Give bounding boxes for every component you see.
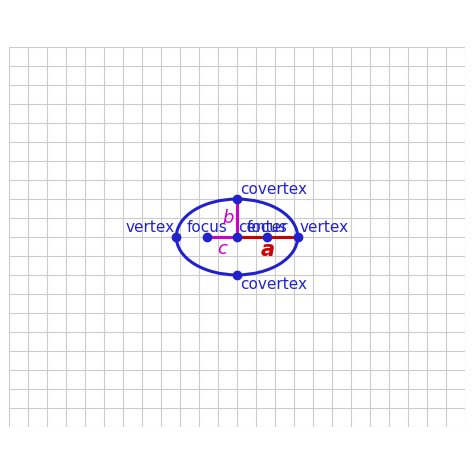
Text: focus: focus bbox=[186, 220, 227, 235]
Text: a: a bbox=[260, 240, 274, 260]
Text: center: center bbox=[238, 220, 288, 235]
Text: vertex: vertex bbox=[300, 220, 349, 235]
Text: c: c bbox=[217, 240, 227, 258]
Text: focus: focus bbox=[247, 220, 288, 235]
Text: covertex: covertex bbox=[240, 277, 307, 292]
Text: b: b bbox=[223, 209, 234, 227]
Text: covertex: covertex bbox=[240, 182, 307, 197]
Text: vertex: vertex bbox=[125, 220, 174, 235]
